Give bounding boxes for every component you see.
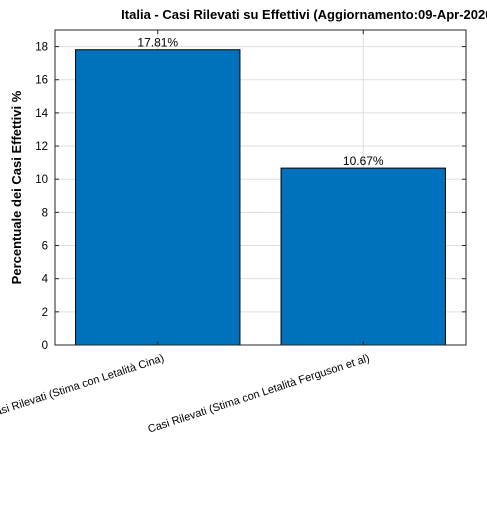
y-tick-labels: 0 2 4 6 8 10 12 14 16 18 (35, 42, 48, 352)
x-tick-label: Casi Rilevati (Stima con Letalità Fergus… (147, 352, 372, 435)
y-tick-label: 4 (42, 274, 49, 286)
data-labels: 17.81% 10.67% (137, 36, 384, 168)
y-tick-label: 2 (42, 307, 48, 319)
y-tick-label: 10 (35, 174, 48, 186)
chart-title: Italia - Casi Rilevati su Effettivi (Agg… (121, 7, 487, 22)
plot-area-box (54, 29, 467, 346)
y-tick-label: 16 (35, 75, 48, 87)
y-tick-label: 0 (42, 340, 48, 352)
y-tick-label: 8 (42, 207, 48, 219)
x-tick-label: Casi Rilevati (Stima con Letalità Cina) (0, 352, 166, 420)
bars (75, 49, 446, 346)
y-axis-label: Percentuale dei Casi Effettivi % (9, 90, 24, 284)
y-tick-label: 18 (35, 42, 48, 54)
y-tick-label: 6 (42, 241, 48, 253)
bar-1 (75, 49, 241, 346)
data-label: 10.67% (343, 154, 384, 168)
y-tick-label: 12 (35, 141, 48, 153)
x-tick-labels: Casi Rilevati (Stima con Letalità Cina)C… (0, 352, 371, 435)
bar-2 (280, 167, 446, 346)
axis-ticks (55, 30, 466, 346)
y-tick-label: 14 (35, 108, 48, 120)
data-label: 17.81% (137, 36, 178, 50)
